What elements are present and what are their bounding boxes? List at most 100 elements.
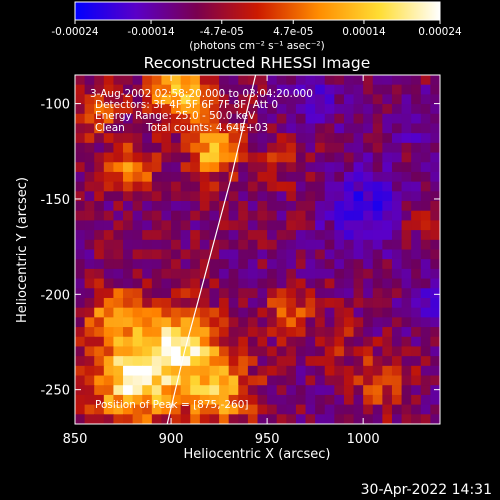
heatmap-cell [199, 171, 211, 183]
heatmap-cell [209, 239, 220, 251]
heatmap-cell [343, 94, 355, 105]
heatmap-cell [411, 385, 422, 396]
heatmap-cell [315, 414, 326, 424]
heatmap-cell [142, 346, 153, 357]
heatmap-cell [420, 268, 431, 280]
heatmap-cell [151, 201, 163, 212]
heatmap-cell [267, 220, 278, 231]
heatmap-cell [190, 288, 201, 299]
heatmap-cell [142, 327, 153, 338]
heatmap-cell [372, 133, 383, 144]
heatmap-cell [199, 84, 211, 95]
heatmap-cell [132, 220, 143, 231]
heatmap-cell [382, 191, 393, 202]
heatmap-cell [267, 84, 278, 95]
heatmap-cell [199, 152, 211, 163]
heatmap-cell [430, 123, 440, 134]
heatmap-cell [411, 230, 422, 241]
heatmap-cell [343, 394, 355, 406]
heatmap-cell [276, 249, 287, 260]
heatmap-cell [219, 191, 230, 202]
heatmap-cell [171, 327, 182, 338]
heatmap-cell [372, 104, 383, 115]
heatmap-cell [75, 414, 86, 424]
heatmap-cell [420, 365, 431, 377]
heatmap-cell [190, 162, 201, 173]
heatmap-cell [123, 317, 134, 328]
heatmap-cell [113, 84, 124, 95]
heatmap-cell [286, 375, 297, 386]
heatmap-cell [113, 123, 124, 134]
heatmap-cell [142, 181, 153, 192]
heatmap-cell [267, 336, 278, 348]
heatmap-cell [171, 220, 182, 231]
heatmap-cell [161, 210, 172, 222]
heatmap-cell [103, 162, 115, 173]
heatmap-cell [391, 268, 403, 280]
heatmap-cell [103, 191, 115, 202]
heatmap-cell [180, 84, 191, 95]
heatmap-cell [430, 239, 440, 251]
heatmap-cell [180, 375, 191, 386]
heatmap-cell [84, 346, 95, 357]
heatmap-cell [199, 336, 211, 348]
heatmap-cell [84, 259, 95, 270]
heatmap-cell [94, 94, 105, 105]
heatmap-cell [334, 133, 345, 144]
heatmap-cell [123, 104, 134, 115]
heatmap-cell [247, 278, 259, 289]
heatmap-cell [257, 133, 268, 144]
heatmap-cell [219, 394, 230, 406]
heatmap-cell [391, 249, 403, 260]
heatmap-cell [276, 394, 287, 406]
heatmap-cell [151, 162, 163, 173]
heatmap-cell [372, 191, 383, 202]
heatmap-cell [324, 201, 335, 212]
heatmap-cell [94, 336, 105, 348]
heatmap-cell [363, 327, 374, 338]
heatmap-cell [103, 123, 115, 134]
heatmap-cell [382, 162, 393, 173]
heatmap-cell [391, 142, 403, 154]
colorbar-fill [75, 2, 440, 20]
heatmap-cell [430, 152, 440, 163]
heatmap-cell [180, 142, 191, 154]
colorbar: -0.00024 -0.00014 -4.7e-05 4.7e-05 0.00014 0.… [51, 1, 462, 52]
heatmap-cell [219, 365, 230, 377]
heatmap-cell [411, 191, 422, 202]
heatmap-cell [228, 336, 239, 348]
heatmap-cell [305, 346, 316, 357]
heatmap-cell [315, 356, 326, 367]
heatmap-cell [238, 327, 249, 338]
heatmap-cell [142, 414, 153, 424]
heatmap-cell [103, 249, 115, 260]
heatmap-cell [363, 336, 374, 348]
heatmap-cell [363, 171, 374, 183]
heatmap-cell [420, 123, 431, 134]
heatmap-cell [228, 201, 239, 212]
heatmap-cell [247, 201, 259, 212]
heatmap-cell [420, 84, 431, 95]
heatmap-cell [382, 336, 393, 348]
heatmap-cell [286, 327, 297, 338]
heatmap-cell [199, 133, 211, 144]
heatmap-cell [276, 375, 287, 386]
heatmap-cell [353, 375, 364, 386]
heatmap-cell [199, 365, 211, 377]
heatmap-cell [103, 230, 115, 241]
heatmap-cell [238, 346, 249, 357]
heatmap-cell [315, 104, 326, 115]
heatmap-cell [94, 385, 105, 396]
heatmap-cell [305, 356, 316, 367]
heatmap-cell [209, 113, 220, 125]
heatmap-cell [401, 201, 412, 212]
heatmap-cell [343, 230, 355, 241]
heatmap-cell [247, 375, 259, 386]
heatmap-cell [286, 191, 297, 202]
heatmap-cell [161, 142, 172, 154]
heatmap-cell [113, 113, 124, 125]
heatmap-cell [401, 414, 412, 424]
heatmap-cell [305, 220, 316, 231]
heatmap-cell [411, 220, 422, 231]
heatmap-cell [315, 230, 326, 241]
